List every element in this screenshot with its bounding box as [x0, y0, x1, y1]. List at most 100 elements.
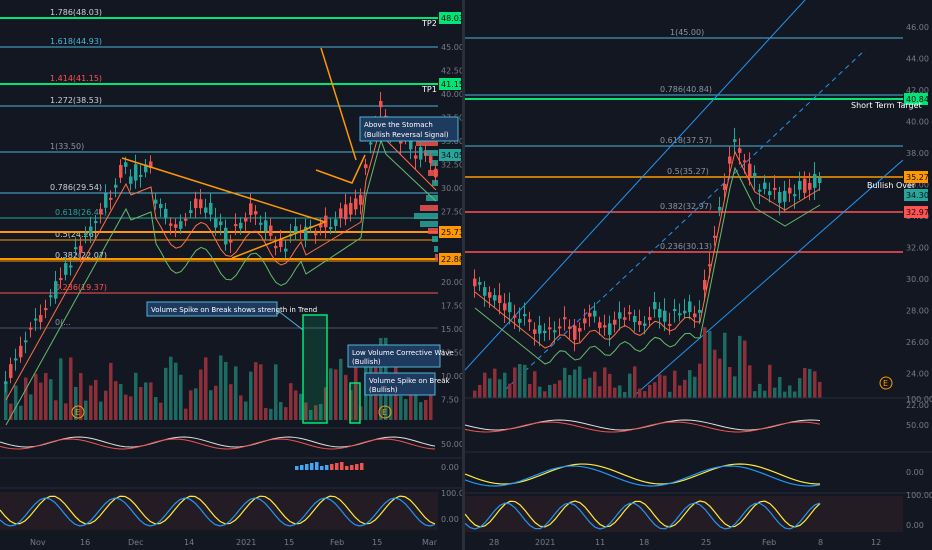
volume-bar [244, 401, 248, 420]
earnings-icon[interactable] [879, 376, 893, 390]
volume-bar [738, 335, 742, 398]
candle-body [134, 164, 138, 181]
volume-bar [743, 340, 747, 398]
volume-bar [204, 357, 208, 420]
candle-body [638, 321, 642, 325]
candle-body [513, 315, 517, 318]
candle-body [683, 310, 687, 314]
moving-average-line [5, 138, 437, 426]
time-axis-label: 8 [818, 538, 823, 547]
volume-bar [588, 377, 592, 398]
volume-bar [753, 391, 757, 398]
candle-body [658, 308, 662, 318]
volume-bar [513, 367, 517, 398]
fib-level-label: 1.786(48.03) [50, 8, 102, 17]
candle-body [224, 227, 228, 245]
earnings-icon[interactable] [378, 405, 392, 419]
candle-body [773, 187, 777, 190]
volume-bar [483, 372, 487, 398]
volume-bar [708, 330, 712, 398]
candle-body [698, 309, 702, 313]
volume-bar [389, 384, 393, 420]
volume-bar [129, 396, 133, 420]
candle-body [563, 317, 567, 320]
candle-body [269, 225, 273, 236]
volume-bar [713, 349, 717, 398]
fib-level-label: 1(33.50) [50, 142, 84, 151]
time-axis-label: 14 [184, 538, 194, 547]
volume-bar [643, 391, 647, 398]
volume-bar [239, 395, 243, 420]
fib-level-label: 0.618(37.57) [660, 136, 712, 145]
candle-body [149, 161, 153, 169]
candle-body [628, 312, 632, 315]
candle-body [613, 319, 617, 325]
price-axis-label: 46.00 [906, 23, 929, 32]
candle-body [114, 184, 118, 188]
candle-body [598, 322, 602, 329]
candle-body [24, 340, 28, 343]
price-axis-label: 36.00 [906, 181, 929, 190]
candle-body [538, 325, 542, 334]
candle-body [678, 313, 682, 316]
histogram-bar [355, 464, 359, 470]
histogram-bar [320, 466, 324, 470]
volume-bar [508, 383, 512, 398]
price-tag [904, 93, 928, 105]
volume-bar [409, 393, 413, 420]
price-axis-label: 40.00 [906, 118, 929, 127]
right-chart-pane[interactable]: 1(45.00) 0.786(40.84) 0.618(37.57) 0.5(35.2… [465, 0, 932, 550]
volume-bar [803, 368, 807, 398]
candle-body [294, 226, 298, 234]
candle-body [189, 210, 193, 214]
volume-bar [758, 383, 762, 398]
candle-body [583, 318, 587, 324]
volume-bar [763, 390, 767, 398]
earnings-icon[interactable] [71, 405, 85, 419]
histogram-bar [360, 463, 364, 470]
annotation-text: (Bullish) [369, 386, 398, 394]
candle-body [49, 295, 53, 298]
oscillator-line [465, 421, 821, 433]
candle-body [708, 264, 712, 267]
candle-body [144, 164, 148, 173]
candle-body [54, 281, 58, 299]
volume-bar [493, 368, 497, 398]
candle-body [623, 317, 627, 320]
price-tag [439, 12, 461, 24]
candle-body [84, 233, 88, 236]
candle-body [424, 152, 428, 155]
volume-bar [543, 391, 547, 398]
candle-body [89, 226, 93, 234]
time-axis-label: Feb [762, 538, 776, 547]
fib-level-label: 0.382(22.07) [55, 251, 107, 260]
volume-bar [548, 384, 552, 398]
candle-body [663, 310, 667, 322]
histogram-bar [345, 466, 349, 470]
candle-body [608, 323, 612, 335]
volume-bar [533, 371, 537, 398]
left-chart-pane[interactable]: 1.786(48.03) TP2 48.03 1.618(44.93) 1.414(41… [0, 0, 462, 550]
candle-body [244, 217, 248, 222]
volume-bar [104, 390, 108, 420]
volume-bar [583, 378, 587, 398]
candle-body [354, 198, 358, 210]
volume-bar [89, 385, 93, 420]
oscillator-line [465, 463, 821, 485]
histogram-bar [305, 464, 309, 470]
histogram-bar [295, 466, 299, 470]
candle-body [748, 163, 752, 177]
candle-body [249, 203, 253, 215]
time-axis-label: 16 [80, 538, 90, 547]
time-axis-label: 15 [284, 538, 294, 547]
candle-body [304, 226, 308, 240]
wedge-line [320, 47, 357, 161]
pane-divider[interactable] [462, 0, 465, 550]
oscillator-line [465, 500, 821, 528]
candle-body [324, 215, 328, 228]
volume-bar [39, 382, 43, 420]
volume-bar [99, 401, 103, 420]
fib-level-label: 1.272(38.53) [50, 96, 102, 105]
volume-bar [139, 387, 143, 420]
volume-bar [119, 383, 123, 420]
